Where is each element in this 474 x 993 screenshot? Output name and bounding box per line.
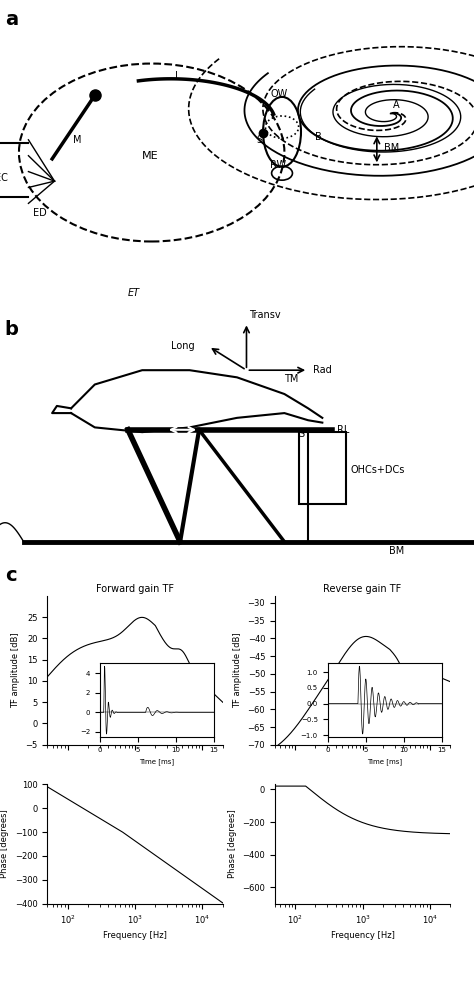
Text: ET: ET [128,288,140,298]
Text: OHCs+DCs: OHCs+DCs [351,466,405,476]
Text: S: S [256,135,262,145]
Text: EC: EC [0,173,8,183]
Text: ED: ED [33,209,47,218]
X-axis label: Frequency [Hz]: Frequency [Hz] [331,931,394,940]
Text: OW: OW [270,89,287,99]
Text: M: M [73,135,82,145]
Text: c: c [5,566,17,585]
Text: B: B [315,132,322,142]
Y-axis label: Phase [degrees]: Phase [degrees] [0,809,9,879]
Y-axis label: TF amplitude [dB]: TF amplitude [dB] [233,633,242,708]
Text: BM: BM [389,546,404,556]
Text: Transv: Transv [249,310,281,320]
FancyBboxPatch shape [299,432,346,503]
Text: ME: ME [142,151,159,161]
Text: TM: TM [284,374,299,384]
Text: RL: RL [337,425,349,435]
Title: Forward gain TF: Forward gain TF [96,584,174,594]
Text: a: a [5,10,18,29]
Text: BM: BM [384,143,399,153]
Text: Long: Long [171,342,194,352]
Text: I: I [175,71,178,81]
Text: A: A [393,100,400,110]
X-axis label: Frequency [Hz]: Frequency [Hz] [103,931,167,940]
Y-axis label: Phase [degrees]: Phase [degrees] [228,809,237,879]
Y-axis label: TF amplitude [dB]: TF amplitude [dB] [11,633,20,708]
Text: RW: RW [270,161,286,171]
Text: Rad: Rad [313,365,332,375]
Text: b: b [5,320,18,340]
Title: Reverse gain TF: Reverse gain TF [323,584,402,594]
Text: S: S [299,429,305,439]
